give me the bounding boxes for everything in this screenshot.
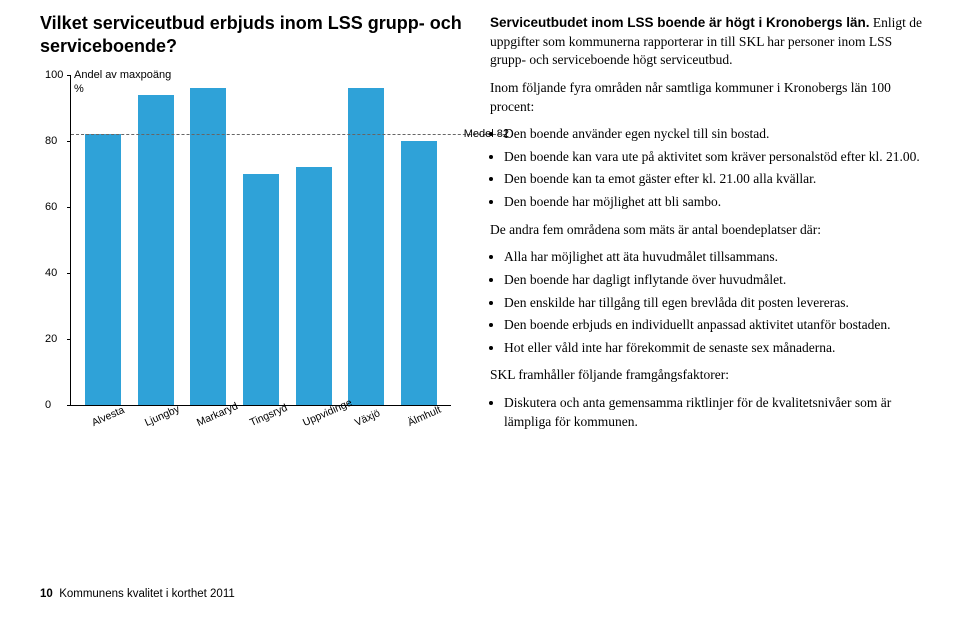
chart-wrap: Andel av maxpoäng % 020406080100Medel 82… [40, 75, 460, 406]
bullet-item: Diskutera och anta gemensamma riktlinjer… [504, 394, 930, 431]
x-label: Älmhult [406, 403, 444, 429]
x-label: Tingsryd [248, 403, 286, 429]
bar [138, 95, 174, 405]
y-tick-label: 0 [45, 399, 51, 411]
bar [348, 88, 384, 405]
bar [190, 88, 226, 405]
bar [296, 167, 332, 405]
y-tick-mark [67, 75, 71, 76]
bar [243, 174, 279, 405]
y-tick-label: 40 [45, 267, 57, 279]
y-tick-mark [67, 405, 71, 406]
page-number: 10 [40, 588, 53, 600]
paragraph-4: SKL framhåller följande framgångsfaktore… [490, 366, 930, 385]
bullet-list-2: Alla har möjlighet att äta huvudmålet ti… [490, 248, 930, 357]
y-tick-label: 60 [45, 201, 57, 213]
bullet-item: Den boende kan ta emot gäster efter kl. … [504, 170, 930, 189]
bullet-item: Den boende använder egen nyckel till sin… [504, 125, 930, 144]
y-tick-mark [67, 339, 71, 340]
bar [85, 134, 121, 405]
paragraph-3: De andra fem områdena som mäts är antal … [490, 221, 930, 240]
paragraph-2: Inom följande fyra områden når samtliga … [490, 79, 930, 116]
right-column: Serviceutbudet inom LSS boende är högt i… [490, 14, 930, 440]
y-tick-mark [67, 273, 71, 274]
left-column: Vilket serviceutbud erbjuds inom LSS gru… [40, 12, 470, 406]
bullet-item: Den boende kan vara ute på aktivitet som… [504, 148, 930, 167]
lead-text: Serviceutbudet inom LSS boende är högt i… [490, 15, 870, 30]
y-tick-label: 80 [45, 135, 57, 147]
bullet-list-1: Den boende använder egen nyckel till sin… [490, 125, 930, 212]
bullet-item: Alla har möjlighet att äta huvudmålet ti… [504, 248, 930, 267]
bullet-item: Den boende har möjlighet att bli sambo. [504, 193, 930, 212]
page: Vilket serviceutbud erbjuds inom LSS gru… [0, 0, 960, 618]
x-label: Alvesta [90, 403, 128, 429]
x-label: Uppvidinge [301, 403, 339, 429]
chart-title: Vilket serviceutbud erbjuds inom LSS gru… [40, 12, 470, 57]
bars-container [71, 75, 451, 405]
bullet-item: Den boende har dagligt inflytande över h… [504, 271, 930, 290]
x-label: Ljungby [143, 403, 181, 429]
page-footer: 10 Kommunens kvalitet i korthet 2011 [40, 588, 235, 600]
mean-line [71, 134, 506, 135]
bullet-item: Den boende erbjuds en individuellt anpas… [504, 316, 930, 335]
bar [401, 141, 437, 405]
bullet-item: Hot eller våld inte har förekommit de se… [504, 339, 930, 358]
y-tick-mark [67, 141, 71, 142]
bullet-item: Den enskilde har tillgång till egen brev… [504, 294, 930, 313]
footer-title: Kommunens kvalitet i korthet 2011 [59, 588, 235, 600]
x-label: Markaryd [195, 403, 233, 429]
bullet-list-3: Diskutera och anta gemensamma riktlinjer… [490, 394, 930, 431]
x-label: Växjö [353, 403, 391, 429]
y-tick-mark [67, 207, 71, 208]
y-tick-label: 100 [45, 69, 63, 81]
bar-chart: 020406080100Medel 82 [70, 75, 451, 406]
x-labels: AlvestaLjungbyMarkarydTingsrydUppvidinge… [70, 408, 450, 420]
y-tick-label: 20 [45, 333, 57, 345]
